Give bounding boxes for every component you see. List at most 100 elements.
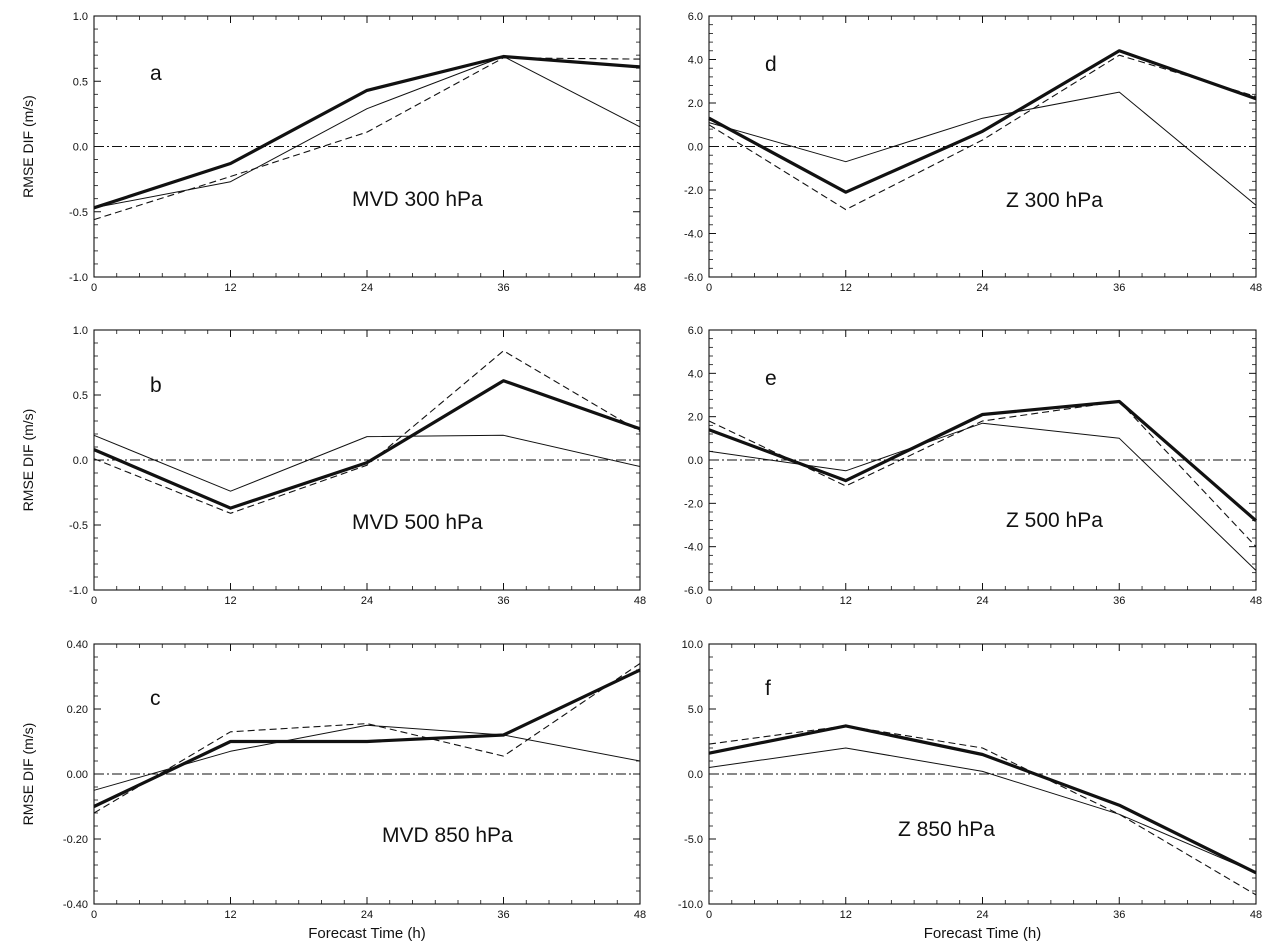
- x-tick-label: 36: [1113, 909, 1125, 921]
- y-tick-label: 0.5: [73, 76, 88, 88]
- y-tick-label: -1.0: [69, 272, 88, 284]
- x-tick-label: 48: [1250, 595, 1262, 607]
- y-tick-label: -0.20: [63, 834, 88, 846]
- panel-annotation: Z 850 hPa: [898, 818, 995, 841]
- panel-annotation: Z 500 hPa: [1006, 509, 1103, 532]
- y-tick-label: 0.0: [73, 455, 88, 467]
- y-tick-label: 0.00: [67, 769, 88, 781]
- y-tick-label: -4.0: [684, 229, 703, 241]
- y-tick-label: -0.5: [69, 207, 88, 219]
- x-tick-label: 36: [1113, 595, 1125, 607]
- y-tick-label: 1.0: [73, 11, 88, 23]
- y-tick-label: 0.0: [688, 455, 703, 467]
- x-tick-label: 12: [224, 282, 236, 294]
- y-tick-label: 4.0: [688, 55, 703, 67]
- y-tick-label: 6.0: [688, 325, 703, 337]
- x-tick-label: 0: [91, 909, 97, 921]
- series-line-thin-solid: [93, 434, 641, 492]
- y-tick-label: 2.0: [688, 98, 703, 110]
- y-tick-label: -0.5: [69, 520, 88, 532]
- panel-letter: c: [150, 687, 161, 710]
- y-tick-label: -0.40: [63, 899, 88, 911]
- y-axis-label: RMSE DIF (m/s): [20, 409, 36, 512]
- panel-letter: d: [765, 53, 777, 76]
- y-tick-label: 0.40: [67, 639, 88, 651]
- x-tick-label: 48: [634, 909, 646, 921]
- series-line-thick-solid: [93, 668, 641, 808]
- x-tick-label: 36: [497, 282, 509, 294]
- series-line-thin-solid: [708, 91, 1257, 206]
- x-tick-label: 0: [91, 595, 97, 607]
- panel-letter: e: [765, 367, 777, 390]
- x-tick-label: 24: [361, 595, 373, 607]
- series-line-dashed: [708, 725, 1257, 896]
- panel-d: -6.0 -4.0 -2.0 0.0 2.0 4.0 6.0 0 12 24 36 48 d Z 300 …: [684, 11, 1262, 294]
- panel-letter: b: [150, 374, 162, 397]
- series-line-dashed: [708, 54, 1257, 211]
- x-tick-label: 12: [840, 909, 852, 921]
- x-tick-label: 0: [706, 909, 712, 921]
- y-tick-label: 0.5: [73, 390, 88, 402]
- panel-f: -10.0 -5.0 0.0 5.0 10.0 0 12 24 36 48 f Z 850 hPa Fo…: [678, 639, 1262, 942]
- panel-a: -1.0 -0.5 0.0 0.5 1.0 0 12 24 36 48 a MVD 300 hPa RM…: [20, 11, 646, 294]
- x-tick-label: 0: [91, 282, 97, 294]
- x-tick-label: 36: [497, 909, 509, 921]
- panel-letter: a: [150, 62, 162, 85]
- y-tick-label: 0.0: [688, 142, 703, 154]
- y-tick-label: 2.0: [688, 412, 703, 424]
- x-tick-label: 24: [976, 909, 988, 921]
- y-tick-label: 10.0: [682, 639, 703, 651]
- series-line-dashed: [93, 663, 641, 814]
- y-tick-label: -2.0: [684, 185, 703, 197]
- panel-annotation: Z 300 hPa: [1006, 189, 1103, 212]
- y-axis-label: RMSE DIF (m/s): [20, 723, 36, 826]
- y-tick-label: 0.0: [688, 769, 703, 781]
- x-tick-label: 36: [497, 595, 509, 607]
- y-tick-label: -4.0: [684, 542, 703, 554]
- x-tick-label: 0: [706, 282, 712, 294]
- x-axis-label: Forecast Time (h): [308, 925, 426, 942]
- y-tick-label: 1.0: [73, 325, 88, 337]
- y-tick-label: -1.0: [69, 585, 88, 597]
- y-tick-label: 0.0: [73, 142, 88, 154]
- x-tick-label: 24: [976, 595, 988, 607]
- x-tick-label: 0: [706, 595, 712, 607]
- x-tick-label: 12: [224, 909, 236, 921]
- y-tick-label: -10.0: [678, 899, 703, 911]
- y-tick-label: 5.0: [688, 704, 703, 716]
- series-line-dashed: [708, 400, 1257, 548]
- x-tick-label: 24: [361, 282, 373, 294]
- series-line-thin-solid: [708, 422, 1257, 571]
- series-line-thick-solid: [93, 379, 641, 510]
- series-line-thick-solid: [708, 49, 1257, 194]
- panel-annotation: MVD 500 hPa: [352, 511, 483, 534]
- series-line-dashed: [93, 350, 641, 514]
- series-line-thin-solid: [93, 56, 641, 209]
- panel-annotation: MVD 300 hPa: [352, 188, 483, 211]
- panel-b: -1.0 -0.5 0.0 0.5 1.0 0 12 24 36 48 b MVD 500 hPa RM…: [20, 325, 646, 607]
- series-line-thick-solid: [93, 54, 641, 210]
- x-axis-label: Forecast Time (h): [924, 925, 1042, 942]
- series-line-thin-solid: [93, 724, 641, 791]
- x-tick-label: 48: [634, 595, 646, 607]
- x-tick-label: 12: [840, 595, 852, 607]
- x-tick-label: 24: [976, 282, 988, 294]
- series-line-dashed: [93, 57, 641, 221]
- panel-c: -0.40 -0.20 0.00 0.20 0.40 0 12 24 36 48 c MVD 850 …: [20, 639, 646, 942]
- y-tick-label: 4.0: [688, 368, 703, 380]
- y-tick-label: -5.0: [684, 834, 703, 846]
- x-tick-label: 48: [1250, 909, 1262, 921]
- y-tick-label: 0.20: [67, 704, 88, 716]
- y-tick-label: -6.0: [684, 272, 703, 284]
- panel-annotation: MVD 850 hPa: [382, 824, 513, 847]
- x-tick-label: 12: [224, 595, 236, 607]
- series-line-thin-solid: [708, 747, 1257, 874]
- series-line-thick-solid: [708, 399, 1258, 522]
- panel-e: -6.0 -4.0 -2.0 0.0 2.0 4.0 6.0 0 12 24 36 48 e Z 500 …: [684, 325, 1262, 607]
- y-tick-label: -6.0: [684, 585, 703, 597]
- panel-letter: f: [765, 677, 771, 700]
- x-tick-label: 36: [1113, 282, 1125, 294]
- y-axis-label: RMSE DIF (m/s): [20, 95, 36, 198]
- x-tick-label: 48: [1250, 282, 1262, 294]
